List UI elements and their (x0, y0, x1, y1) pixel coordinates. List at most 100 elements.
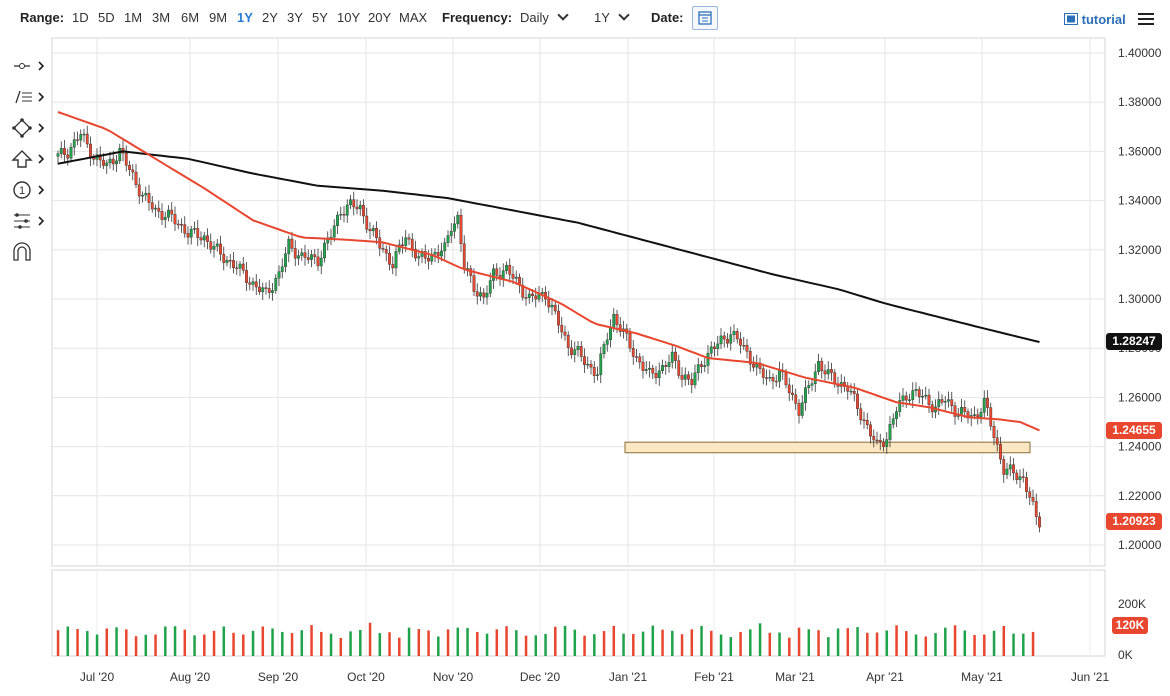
annotation-tool[interactable]: 1 (8, 178, 48, 202)
candle-down (583, 356, 586, 365)
trend-line-icon (15, 90, 45, 104)
volume-bar (680, 634, 684, 656)
candle-up (56, 153, 60, 157)
candle-down (752, 363, 755, 368)
candle-up (908, 399, 911, 401)
range-9m[interactable]: 9M (209, 10, 228, 25)
candle-up (778, 369, 781, 382)
ma200-line (57, 150, 1040, 343)
period-value: 1Y (594, 10, 610, 25)
range-2y[interactable]: 2Y (262, 10, 278, 25)
candle-down (375, 228, 378, 239)
range-5y[interactable]: 5Y (312, 10, 328, 25)
candle-up (456, 214, 460, 225)
range-5d[interactable]: 5D (98, 10, 115, 25)
candle-down (196, 228, 200, 238)
candle-up (274, 277, 278, 291)
candle-down (833, 372, 837, 385)
candle-up (69, 146, 73, 159)
candle-up (501, 270, 505, 280)
volume-bar (232, 632, 235, 656)
range-20y[interactable]: 20Y (368, 10, 392, 25)
candle-up (189, 228, 193, 238)
tutorial-link[interactable]: tutorial (1064, 12, 1126, 27)
candle-down (635, 356, 638, 358)
range-6m[interactable]: 6M (181, 10, 200, 25)
candle-down (134, 171, 138, 186)
candle-down (381, 248, 385, 250)
candle-up (732, 331, 736, 335)
candle-up (810, 383, 814, 386)
candle-up (212, 246, 216, 250)
candle-up (885, 439, 889, 447)
candle-up (505, 264, 508, 271)
candle-up (310, 254, 313, 260)
candle-up (349, 199, 352, 206)
period-select[interactable]: 1Y (594, 9, 630, 27)
volume-bar (134, 636, 138, 656)
volume-bars (56, 622, 1035, 656)
candle-down (313, 254, 317, 258)
range-3m[interactable]: 3M (152, 10, 171, 25)
menu-button[interactable] (1138, 13, 1154, 26)
x-tick-label: Nov '20 (433, 670, 474, 684)
candle-down (206, 235, 209, 242)
volume-bar (944, 627, 947, 656)
candle-down (856, 393, 859, 409)
crosshair-tool[interactable] (8, 54, 48, 78)
candle-up (817, 361, 820, 373)
candle-up (238, 263, 242, 269)
candle-up (898, 400, 902, 412)
volume-bar (866, 632, 869, 656)
candle-down (414, 248, 417, 259)
candle-up (446, 235, 450, 243)
magnet-tool[interactable] (8, 240, 48, 264)
candle-down (534, 295, 538, 300)
range-1y[interactable]: 1Y (237, 10, 253, 25)
volume-bar (875, 632, 879, 656)
candle-up (339, 213, 343, 216)
candle-down (222, 253, 226, 263)
candle-down (342, 213, 346, 216)
candle-up (667, 362, 671, 367)
candle-down (690, 379, 694, 386)
volume-bar (534, 635, 538, 656)
volume-bar (251, 630, 255, 656)
volume-bar (651, 625, 655, 656)
range-3y[interactable]: 3Y (287, 10, 303, 25)
fibonacci-tool[interactable] (8, 209, 48, 233)
candle-down (674, 351, 677, 361)
candle-up (167, 209, 170, 218)
candle-down (228, 259, 232, 262)
volume-bar (105, 628, 109, 656)
candle-up (527, 293, 531, 298)
candle-up (319, 257, 323, 267)
tutorial-label: tutorial (1081, 12, 1126, 27)
candle-down (183, 224, 187, 234)
candle-down (511, 274, 515, 279)
volume-bar (963, 630, 967, 656)
range-10y[interactable]: 10Y (337, 10, 361, 25)
frequency-select[interactable]: Daily (520, 9, 569, 27)
candle-down (963, 407, 967, 412)
volume-bar (895, 625, 898, 656)
candle-up (300, 252, 304, 256)
candle-down (102, 159, 105, 166)
arrow-tool[interactable] (8, 147, 48, 171)
candle-down (199, 237, 203, 241)
candle-down (475, 291, 479, 297)
x-tick-label: Jan '21 (609, 670, 648, 684)
candle-up (1008, 464, 1012, 470)
candle-down (1031, 497, 1035, 502)
x-tick-label: Oct '20 (347, 670, 385, 684)
volume-area (51, 569, 1106, 657)
range-1d[interactable]: 1D (72, 10, 89, 25)
trend-line-tool[interactable] (8, 85, 48, 109)
candle-up (297, 255, 300, 259)
range-1m[interactable]: 1M (124, 10, 143, 25)
shape-tool[interactable] (8, 116, 48, 140)
candle-up (895, 411, 898, 419)
calendar-button[interactable] (692, 6, 718, 30)
range-max[interactable]: MAX (399, 10, 428, 25)
